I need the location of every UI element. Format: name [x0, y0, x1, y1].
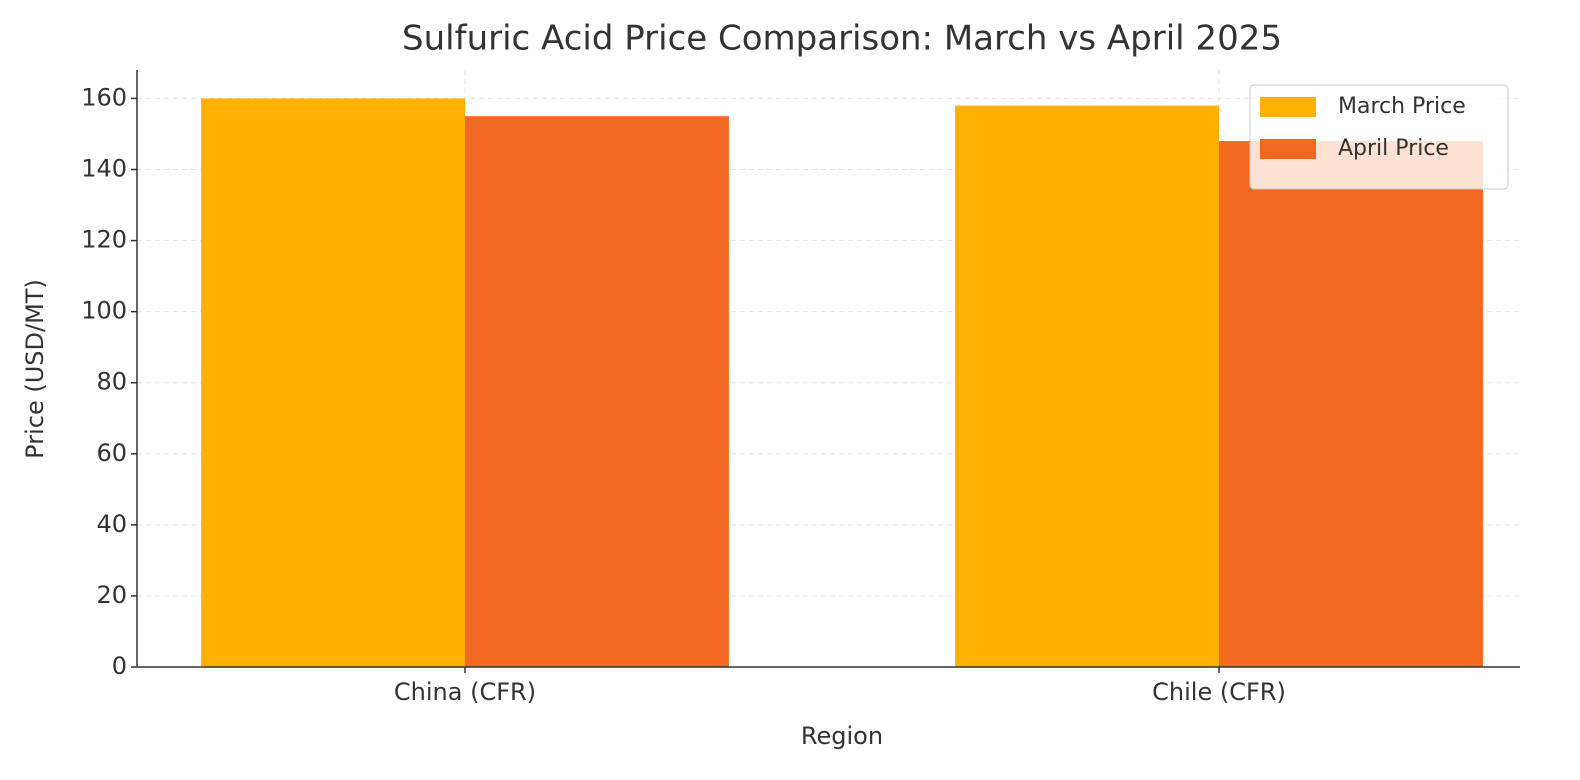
y-tick-label: 0 — [112, 652, 127, 680]
bar — [955, 105, 1219, 668]
y-tick-label: 100 — [81, 297, 127, 325]
legend-swatch — [1260, 139, 1316, 159]
bar — [1219, 141, 1483, 668]
y-tick-label: 140 — [81, 155, 127, 183]
y-tick-label: 40 — [96, 510, 127, 538]
y-axis-label: Price (USD/MT) — [21, 279, 49, 459]
y-tick-label: 160 — [81, 83, 127, 111]
y-tick-label: 60 — [96, 439, 127, 467]
legend-label: March Price — [1338, 94, 1466, 119]
bar — [201, 98, 465, 667]
x-axis-label: Region — [801, 722, 883, 750]
legend-label: April Price — [1338, 136, 1449, 161]
legend: March Price April Price — [1249, 84, 1509, 190]
x-tick-label: China (CFR) — [394, 678, 536, 706]
y-tick-label: 120 — [81, 226, 127, 254]
y-tick-label: 20 — [96, 581, 127, 609]
bar — [465, 116, 729, 668]
legend-swatch — [1260, 97, 1316, 117]
x-tick-label: Chile (CFR) — [1152, 678, 1286, 706]
chart-title: Sulfuric Acid Price Comparison: March vs… — [402, 19, 1282, 59]
y-tick-label: 80 — [96, 368, 127, 396]
